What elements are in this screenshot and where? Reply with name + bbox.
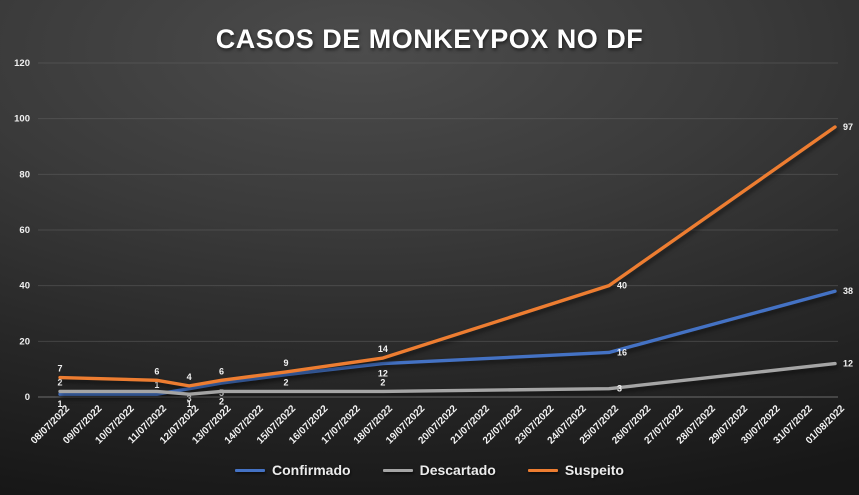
data-label-confirmado: 16: [617, 347, 627, 357]
legend-swatch-suspeito: [527, 468, 558, 472]
data-label-confirmado: 12: [378, 369, 388, 379]
chart-legend: Confirmado Descartado Suspeito: [0, 462, 859, 478]
data-label-descartado: 1: [187, 399, 192, 409]
legend-label-confirmado: Confirmado: [272, 462, 351, 478]
y-axis-tick-label: 80: [19, 169, 30, 180]
data-label-confirmado: 3: [187, 394, 192, 404]
data-label-descartado: 3: [617, 384, 622, 394]
data-label-descartado: 12: [843, 359, 853, 369]
y-axis-tick-label: 40: [19, 281, 30, 292]
legend-item-descartado: Descartado: [382, 462, 496, 478]
data-label-descartado: 2: [284, 377, 289, 387]
y-axis-tick-label: 120: [14, 58, 30, 69]
chart-line-descartado: [58, 361, 837, 396]
data-label-confirmado: 1: [154, 380, 159, 390]
data-label-suspeito: 7: [57, 364, 62, 374]
y-axis-tick-label: 20: [19, 336, 30, 347]
data-label-suspeito: 14: [378, 344, 388, 354]
data-label-descartado: 2: [219, 396, 224, 406]
data-label-confirmado: 1: [57, 399, 62, 409]
data-label-suspeito: 40: [617, 281, 627, 291]
y-axis-tick-label: 100: [14, 114, 30, 125]
legend-swatch-confirmado: [235, 468, 266, 472]
data-label-suspeito: 4: [187, 372, 192, 382]
data-label-suspeito: 9: [284, 358, 289, 368]
data-label-confirmado: 38: [843, 286, 853, 296]
chart-line-confirmado: [58, 289, 837, 396]
chart-title: CASOS DE MONKEYPOX NO DF: [215, 24, 644, 54]
y-axis-tick-label: 60: [19, 225, 30, 236]
legend-label-descartado: Descartado: [419, 462, 496, 478]
data-label-suspeito: 97: [843, 122, 853, 132]
data-label-suspeito: 6: [219, 366, 224, 376]
data-label-suspeito: 6: [154, 366, 159, 376]
data-label-descartado: 2: [57, 377, 62, 387]
y-axis-tick-label: 0: [25, 392, 30, 403]
legend-swatch-descartado: [382, 468, 413, 472]
legend-label-suspeito: Suspeito: [564, 462, 624, 478]
chart-line-suspeito: [58, 125, 837, 388]
data-label-descartado: 2: [380, 377, 385, 387]
legend-item-suspeito: Suspeito: [527, 462, 624, 478]
legend-item-confirmado: Confirmado: [235, 462, 351, 478]
